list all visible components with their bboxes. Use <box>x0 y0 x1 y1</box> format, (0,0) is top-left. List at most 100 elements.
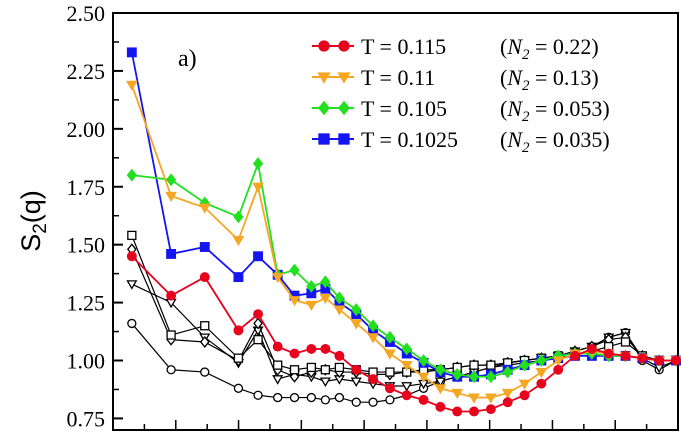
data-point <box>368 374 379 384</box>
legend-n2: (N2 = 0.22) <box>500 34 599 63</box>
y-tick-label: 1.50 <box>67 233 106 258</box>
data-point <box>320 343 331 354</box>
data-point <box>401 382 413 392</box>
series-layer <box>125 47 681 417</box>
data-point <box>654 355 665 366</box>
y-tick-label: 2.00 <box>67 117 106 142</box>
legend-label: T = 0.1025 <box>361 127 458 152</box>
data-point <box>535 367 548 379</box>
data-point <box>435 401 446 412</box>
data-point <box>486 360 496 370</box>
data-point <box>165 191 177 203</box>
data-point <box>338 133 350 145</box>
data-point <box>452 367 463 381</box>
data-point <box>166 365 176 375</box>
data-point <box>126 280 138 290</box>
data-point <box>384 330 396 344</box>
data-point <box>536 378 547 389</box>
data-point <box>252 157 264 170</box>
data-point <box>334 392 345 403</box>
data-point <box>452 406 463 417</box>
legend-n2: (N2 = 0.13) <box>500 65 599 94</box>
data-point <box>252 182 264 193</box>
data-point <box>350 377 362 388</box>
data-point <box>318 40 330 52</box>
data-point <box>620 337 631 347</box>
data-point <box>368 397 378 407</box>
data-point <box>126 168 137 182</box>
data-point <box>253 251 264 262</box>
data-point <box>620 350 631 361</box>
data-point <box>418 394 429 405</box>
y-tick-label: 1.75 <box>67 175 106 200</box>
y-axis-title-sub: 2 <box>30 223 51 234</box>
data-point <box>385 367 395 377</box>
data-point <box>199 272 210 283</box>
data-point <box>351 364 362 375</box>
data-point <box>337 72 351 84</box>
panel-label: a) <box>178 46 197 72</box>
data-point <box>350 319 363 330</box>
data-point <box>536 354 547 367</box>
data-point <box>199 335 210 349</box>
data-point <box>253 309 264 320</box>
data-point <box>233 353 244 363</box>
x-axis-ticks <box>143 420 648 430</box>
data-point <box>435 363 446 377</box>
data-point <box>367 333 379 344</box>
data-point <box>485 370 497 384</box>
legend-entry-green: T = 0.105 (N2 = 0.053) <box>312 96 610 125</box>
data-point <box>233 325 244 336</box>
y-axis-title-main: S <box>16 234 46 252</box>
data-point <box>469 406 479 417</box>
legend-n2: (N2 = 0.053) <box>500 96 610 125</box>
data-point <box>333 305 346 316</box>
legend-n2: (N2 = 0.035) <box>500 127 610 156</box>
y-axis-title: S2(q) <box>16 190 51 252</box>
data-point <box>306 343 317 354</box>
data-point <box>469 360 479 370</box>
data-point <box>319 293 332 304</box>
data-point <box>502 397 513 408</box>
data-point <box>519 390 530 401</box>
series-green <box>126 157 681 384</box>
y-axis-title-suffix: (q) <box>16 190 46 223</box>
data-point <box>125 80 138 91</box>
y-tick-label: 1.25 <box>67 291 106 316</box>
data-point <box>253 317 263 330</box>
data-point <box>306 392 317 403</box>
data-point <box>289 365 300 375</box>
data-point <box>320 395 331 405</box>
data-point <box>166 330 176 340</box>
data-point <box>552 356 565 367</box>
data-point <box>586 343 597 354</box>
y-tick-label: 2.25 <box>67 59 106 84</box>
data-point <box>127 230 137 241</box>
data-point <box>320 365 331 375</box>
legend: T = 0.115 (N2 = 0.22)T = 0.11 (N2 = 0.13)T… <box>312 34 610 156</box>
data-point <box>334 362 345 373</box>
data-point <box>519 358 530 372</box>
data-point <box>553 364 564 375</box>
data-point <box>338 100 350 116</box>
data-point <box>306 279 317 293</box>
data-point <box>351 303 362 316</box>
data-point <box>273 392 283 403</box>
data-point <box>351 397 361 407</box>
data-point <box>401 390 412 401</box>
legend-entry-orange: T = 0.11 (N2 = 0.13) <box>312 65 599 94</box>
data-point <box>485 393 497 404</box>
data-point <box>384 349 396 360</box>
data-point <box>318 133 330 145</box>
data-point <box>127 318 137 329</box>
data-point <box>319 377 331 388</box>
data-point <box>400 361 413 372</box>
y-tick-label: 0.75 <box>67 406 106 431</box>
legend-label: T = 0.115 <box>361 34 446 59</box>
data-point <box>198 203 211 214</box>
data-point <box>317 72 331 84</box>
legend-label: T = 0.105 <box>361 96 447 121</box>
legend-entry-red: T = 0.115 (N2 = 0.22) <box>312 34 599 63</box>
data-point <box>401 342 412 356</box>
